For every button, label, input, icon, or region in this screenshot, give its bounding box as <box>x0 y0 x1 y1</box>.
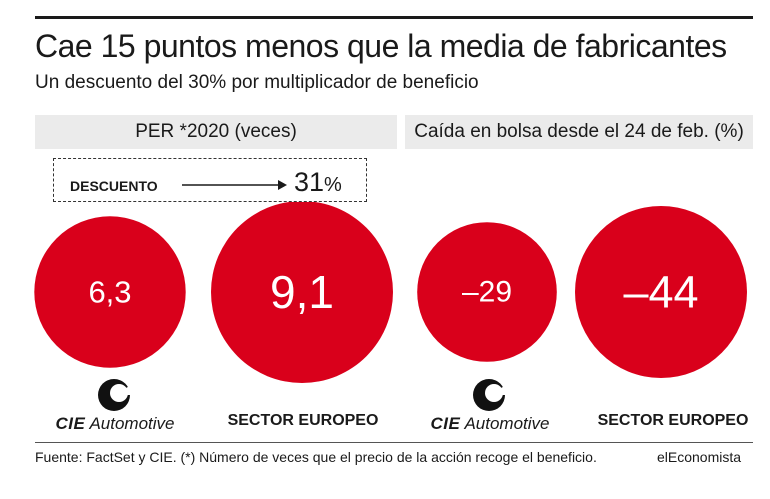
bubble-value-label: 6,3 <box>88 275 131 310</box>
discount-label: DESCUENTO <box>70 178 158 194</box>
per-panel-header: PER *2020 (veces) <box>35 115 397 149</box>
discount-value: 31% <box>294 167 342 198</box>
bubble-value-label: 9,1 <box>270 266 334 318</box>
brand-suffix: Automotive <box>464 414 550 433</box>
bubble-per-sector <box>211 201 393 383</box>
credit: elEconomista <box>657 449 742 465</box>
chart-subtitle: Un descuento del 30% por multiplicador d… <box>35 72 479 93</box>
cie-wordmark: CIE Automotive <box>410 414 570 434</box>
sector-label-right: SECTOR EUROPEO <box>597 412 749 429</box>
cie-logo-icon <box>98 379 133 411</box>
bubble-value-label: –44 <box>623 267 698 318</box>
brand-suffix: Automotive <box>89 414 175 433</box>
right-arrow-icon <box>182 180 287 190</box>
bubble-drop-cie <box>417 222 557 362</box>
cie-logo-icon <box>473 379 508 411</box>
discount-number: 31 <box>294 167 325 197</box>
brand-name: CIE <box>430 414 461 433</box>
sector-label-left: SECTOR EUROPEO <box>227 412 379 429</box>
chart-title: Cae 15 puntos menos que la media de fabr… <box>35 28 727 64</box>
footer-rule <box>35 442 753 443</box>
brand-name: CIE <box>55 414 86 433</box>
bubble-value-label: –29 <box>462 276 512 309</box>
cie-wordmark: CIE Automotive <box>35 414 195 434</box>
discount-callout: DESCUENTO 31% <box>53 158 367 202</box>
bubble-per-cie <box>34 216 186 368</box>
drop-panel-header: Caída en bolsa desde el 24 de feb. (%) <box>405 115 753 149</box>
bubble-drop-sector <box>575 206 747 378</box>
cie-brand-right: CIE Automotive <box>410 378 570 436</box>
top-rule <box>35 16 753 19</box>
source-note: Fuente: FactSet y CIE. (*) Número de vec… <box>35 449 597 465</box>
discount-unit: % <box>324 174 342 196</box>
cie-brand-left: CIE Automotive <box>35 378 195 436</box>
